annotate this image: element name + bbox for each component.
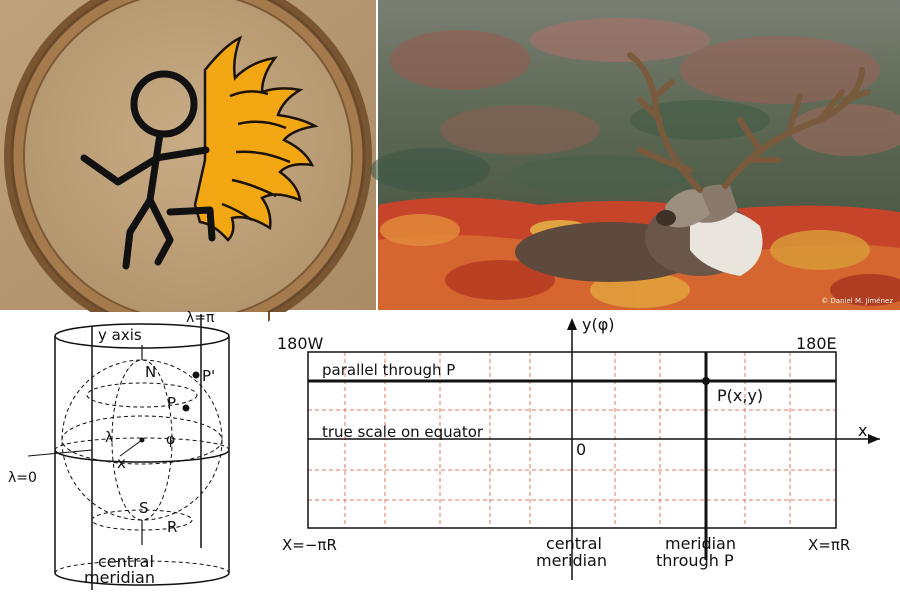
point-p-coordinate-label: P(x,y) <box>717 386 763 405</box>
lambda-pi-label: λ=π <box>186 310 215 326</box>
flame-icon <box>193 35 319 242</box>
x-max-label: X=πR <box>808 536 850 554</box>
photo-credit: © Daniel M. Jiménez <box>821 297 893 305</box>
lambda-zero-label: λ=0 <box>8 470 37 486</box>
p-prime-label: P' <box>202 367 215 385</box>
merit-badge-patch <box>0 0 376 340</box>
x-axis-label: x <box>858 421 867 440</box>
x-min-label: X=−πR <box>282 536 337 554</box>
central-meridian-grid-label-2: meridian <box>536 551 607 570</box>
phi-label: φ <box>166 432 175 448</box>
meridian-through-p-label-1: meridian <box>665 534 736 553</box>
point-p-prime <box>192 371 200 379</box>
east-180-label: 180E <box>796 334 837 353</box>
caribou-photo: © Daniel M. Jiménez <box>370 0 900 310</box>
x-label: x <box>117 454 126 472</box>
caribou <box>515 184 763 282</box>
equator-label: true scale on equator <box>322 423 484 441</box>
lambda-label: λ <box>105 430 113 446</box>
north-label: N <box>145 363 156 381</box>
point-p-grid <box>702 377 710 385</box>
p-label: P <box>167 394 176 412</box>
origin-label: 0 <box>576 440 586 459</box>
cylinder-projection-diagram: y axis λ=π N P' P λ φ x λ=0 S R central … <box>0 310 268 600</box>
central-meridian-grid-label-1: central <box>546 534 602 553</box>
point-p <box>182 404 190 412</box>
south-label: S <box>139 499 149 517</box>
r-label: R <box>167 518 177 536</box>
meridian-through-p-label-2: through P <box>656 551 734 570</box>
central-meridian-label-2: meridian <box>84 568 155 587</box>
plate-carree-grid-diagram: y(φ) 180W 180E parallel through P P(x,y)… <box>270 312 900 600</box>
west-180-label: 180W <box>277 334 324 353</box>
y-phi-label: y(φ) <box>582 315 615 334</box>
parallel-label: parallel through P <box>322 361 455 379</box>
y-axis-label: y axis <box>98 326 142 344</box>
running-stick-figure <box>80 70 216 270</box>
central-meridian-label-1: central <box>98 552 154 571</box>
antlers <box>627 52 871 193</box>
